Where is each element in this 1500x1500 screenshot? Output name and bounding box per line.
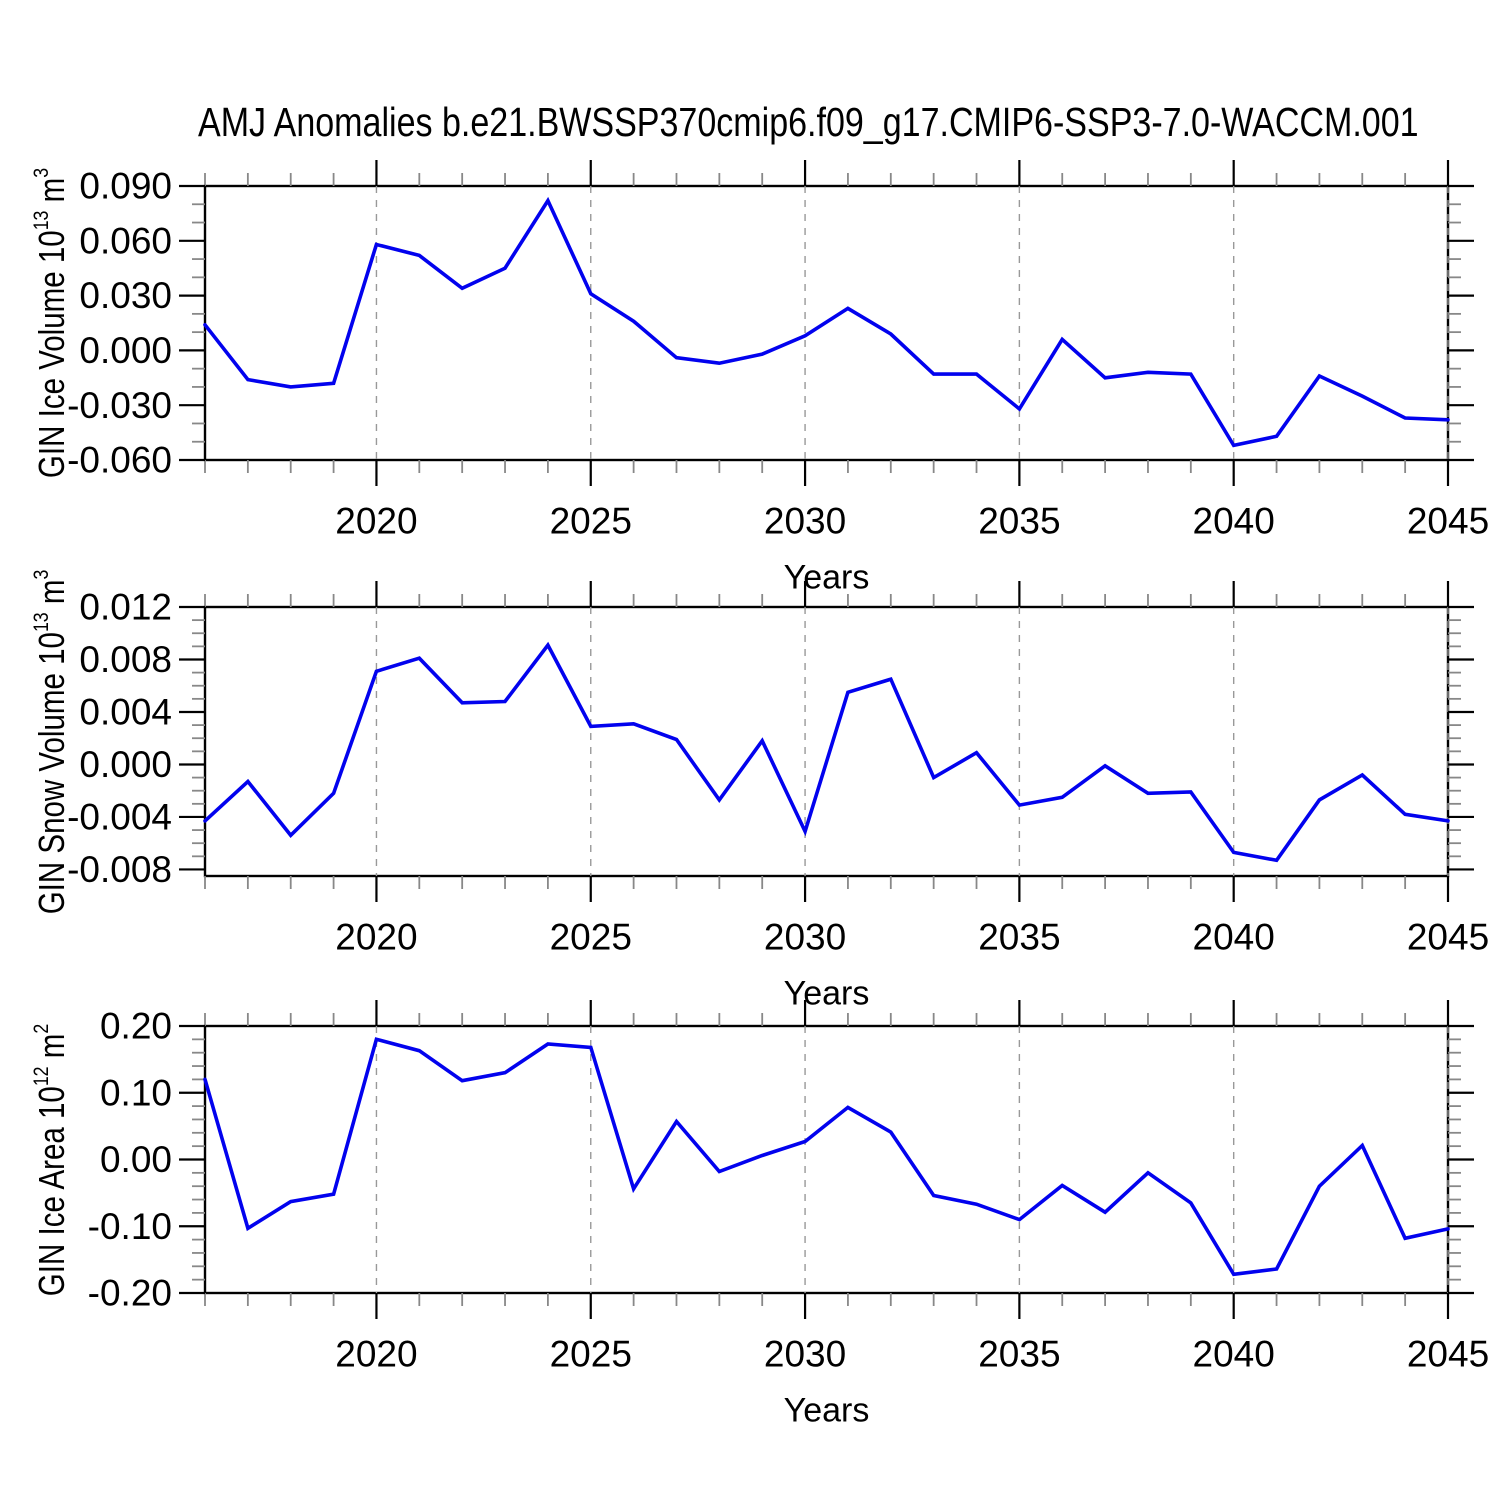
y-tick-label: 0.000 <box>79 744 172 785</box>
series-line-gin-ice-area <box>203 1037 1450 1277</box>
y-tick-label: 0.090 <box>79 166 172 207</box>
x-tick-label: 2030 <box>764 501 846 542</box>
y-tick-label: 0.00 <box>100 1139 172 1180</box>
x-tick-label: 2030 <box>764 1334 846 1375</box>
x-tick-label: 2035 <box>978 501 1060 542</box>
y-tick-label: 0.030 <box>79 275 172 316</box>
x-tick-label: 2020 <box>335 917 417 958</box>
panel-gin-ice-volume: 0.090 0.060 0.030 0.000 -0.030 -0.060 2020 2025… <box>67 160 1489 597</box>
y-tick-label: 0.008 <box>79 639 172 680</box>
gridlines <box>375 607 1449 876</box>
x-tick-label: 2040 <box>1193 501 1275 542</box>
x-tick-label: 2040 <box>1193 917 1275 958</box>
y-tick-label: -0.10 <box>88 1206 172 1247</box>
y-tick-label: -0.20 <box>88 1273 172 1314</box>
chart-title: AMJ Anomalies b.e21.BWSSP370cmip6.f09_g1… <box>198 99 1419 145</box>
gridlines <box>375 1026 1449 1293</box>
x-ticks <box>204 581 1450 902</box>
x-tick-label: 2040 <box>1193 1334 1275 1375</box>
x-tick-label: 2045 <box>1407 1334 1489 1375</box>
y-ticks <box>179 184 1474 462</box>
series-line-gin-ice-volume <box>203 196 1450 448</box>
y-tick-label: 0.004 <box>79 692 172 733</box>
x-axis-title: Years <box>784 975 870 1013</box>
x-ticks <box>204 1000 1450 1319</box>
y-ticks <box>179 1024 1474 1295</box>
x-tick-label: 2025 <box>550 501 632 542</box>
y-tick-label: 0.10 <box>100 1072 172 1113</box>
y-tick-label: -0.004 <box>67 797 172 838</box>
y-tick-label: -0.060 <box>67 440 172 481</box>
y-ticks <box>179 605 1474 871</box>
x-tick-label: 2035 <box>978 917 1060 958</box>
x-tick-label: 2025 <box>550 1334 632 1375</box>
y-tick-labels: 0.012 0.008 0.004 0.000 -0.004 -0.008 <box>67 587 172 890</box>
y-tick-label: 0.000 <box>79 330 172 371</box>
y-tick-label: 0.060 <box>79 220 172 261</box>
x-axis-title: Years <box>784 1392 870 1430</box>
panel-gin-snow-volume: 0.012 0.008 0.004 0.000 -0.004 -0.008 2020 2025… <box>67 581 1489 1013</box>
y-tick-label: -0.008 <box>67 849 172 890</box>
x-tick-label: 2025 <box>550 917 632 958</box>
x-axis-title: Years <box>784 559 870 597</box>
x-tick-label: 2030 <box>764 917 846 958</box>
gridlines <box>375 186 1449 460</box>
x-tick-label: 2020 <box>335 1334 417 1375</box>
x-tick-labels: 2020 2025 2030 2035 2040 2045 <box>335 1334 1489 1375</box>
series-line-gin-snow-volume <box>203 641 1450 863</box>
plot-border <box>203 1024 1450 1295</box>
x-tick-label: 2045 <box>1407 917 1489 958</box>
y-tick-labels: 0.090 0.060 0.030 0.000 -0.030 -0.060 <box>67 166 172 481</box>
y-tick-label: -0.030 <box>67 385 172 426</box>
y-tick-label: 0.20 <box>100 1006 172 1047</box>
x-tick-labels: 2020 2025 2030 2035 2040 2045 <box>335 501 1489 542</box>
x-tick-label: 2045 <box>1407 501 1489 542</box>
x-ticks <box>204 160 1450 486</box>
plot-border <box>203 605 1450 878</box>
x-tick-label: 2035 <box>978 1334 1060 1375</box>
y-tick-labels: 0.20 0.10 0.00 -0.10 -0.20 <box>88 1006 172 1314</box>
x-tick-label: 2020 <box>335 501 417 542</box>
y-tick-label: 0.012 <box>79 587 172 628</box>
x-tick-labels: 2020 2025 2030 2035 2040 2045 <box>335 917 1489 958</box>
